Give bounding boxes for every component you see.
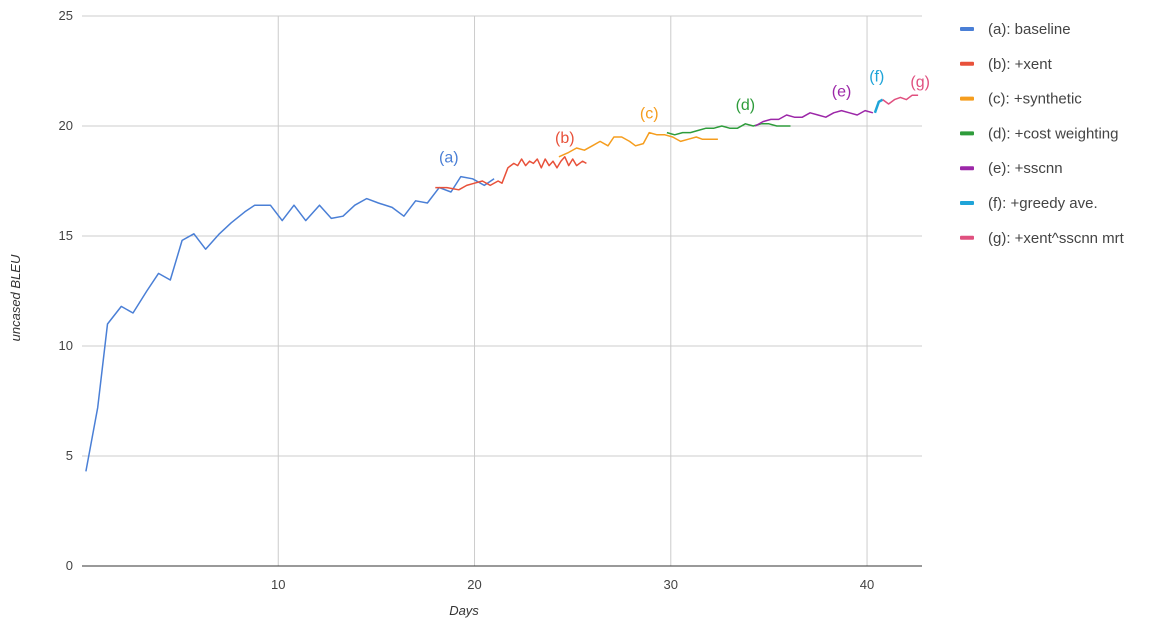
legend-label: (e): +sscnn bbox=[988, 160, 1063, 177]
series-annotation: (e) bbox=[832, 84, 852, 101]
series-line bbox=[558, 131, 718, 158]
legend-label: (g): +xent^sscnn mrt bbox=[988, 230, 1125, 247]
series-line bbox=[666, 123, 791, 136]
legend-swatch bbox=[960, 27, 974, 31]
x-axis-title: Days bbox=[449, 603, 479, 618]
series-line bbox=[873, 98, 884, 114]
series-line bbox=[85, 175, 495, 472]
legend: (a): baseline (b): +xent (c): +synthetic (d… bbox=[960, 21, 1125, 247]
legend-swatch bbox=[960, 166, 974, 171]
legend-swatch bbox=[960, 201, 974, 205]
series-annotation: (b) bbox=[555, 130, 575, 147]
series-annotation: (a) bbox=[439, 150, 459, 167]
legend-swatch bbox=[960, 131, 974, 136]
x-tick-label: 10 bbox=[271, 577, 285, 592]
y-tick-label: 10 bbox=[59, 338, 73, 353]
x-tick-label: 20 bbox=[467, 577, 481, 592]
legend-label: (a): baseline bbox=[988, 21, 1071, 38]
legend-label: (b): +xent bbox=[988, 56, 1053, 73]
series-line bbox=[754, 109, 874, 127]
y-tick-label: 25 bbox=[59, 8, 73, 23]
series-annotation: (f) bbox=[869, 69, 884, 86]
legend-swatch bbox=[960, 235, 974, 240]
y-tick-labels: 0 5 10 15 20 25 bbox=[59, 8, 73, 573]
y-tick-label: 5 bbox=[66, 448, 73, 463]
series-lines bbox=[85, 94, 919, 472]
x-tick-label: 30 bbox=[664, 577, 678, 592]
legend-label: (c): +synthetic bbox=[988, 91, 1082, 108]
y-tick-label: 15 bbox=[59, 228, 73, 243]
series-annotation: (c) bbox=[640, 106, 659, 123]
y-axis-title: uncased BLEU bbox=[8, 254, 23, 341]
grid-lines bbox=[82, 15, 922, 566]
series-annotation: (d) bbox=[736, 97, 756, 114]
legend-label: (d): +cost weighting bbox=[988, 125, 1118, 142]
legend-label: (f): +greedy ave. bbox=[988, 195, 1098, 212]
series-line bbox=[435, 156, 587, 191]
y-tick-label: 0 bbox=[66, 558, 73, 573]
series-annotation: (g) bbox=[910, 74, 930, 91]
y-tick-label: 20 bbox=[59, 118, 73, 133]
x-tick-label: 40 bbox=[860, 577, 874, 592]
x-tick-labels: 10 20 30 40 bbox=[271, 577, 874, 592]
series-annotations: (a) (b) (c) (d) (e) (f) (g) bbox=[439, 69, 930, 167]
legend-swatch bbox=[960, 61, 974, 66]
series-line bbox=[882, 94, 919, 105]
legend-swatch bbox=[960, 96, 974, 101]
